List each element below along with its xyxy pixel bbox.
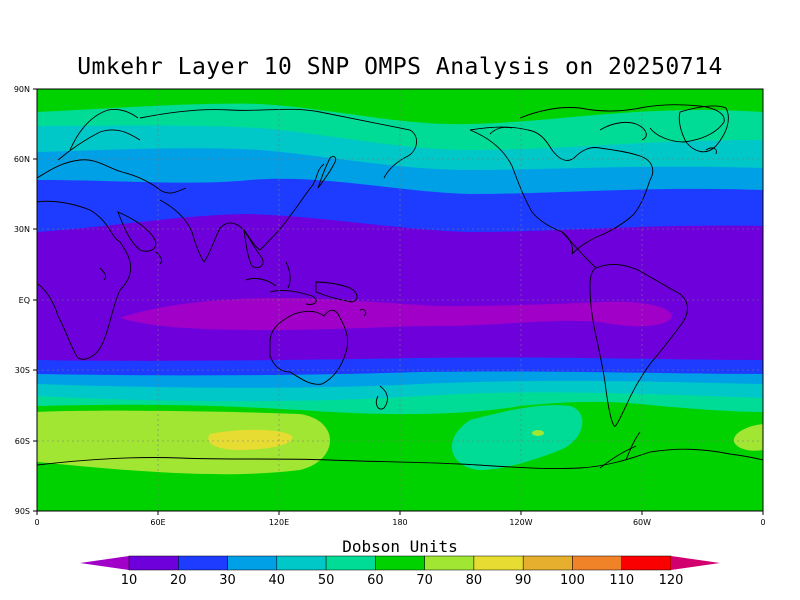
lon-label-120e: 120E [269, 518, 289, 527]
lat-label-30s: 30S [15, 366, 30, 375]
contour-60-south-pacific [451, 405, 583, 470]
colorbar-tick-label: 10 [121, 573, 138, 588]
colorbar-tick-label: 30 [219, 573, 236, 588]
lat-label-eq: EQ [19, 296, 30, 305]
lat-label-60n: 60N [14, 155, 30, 164]
lon-label-0-right: 0 [760, 518, 765, 527]
lon-tick-marks [36, 511, 764, 515]
colorbar-tick-label: 40 [269, 573, 286, 588]
map-title: Umkehr Layer 10 SNP OMPS Analysis on 202… [77, 54, 723, 80]
lon-label-60w: 60W [633, 518, 651, 527]
colorbar-segment [473, 555, 524, 571]
colorbar-segment [375, 555, 425, 571]
colorbar-segment [621, 555, 672, 571]
colorbar-labels: 10 20 30 40 50 60 70 80 90 100 110 120 [121, 573, 684, 588]
colorbar [80, 555, 720, 571]
contour-10-equatorial [120, 298, 672, 330]
colorbar-segment-low [80, 556, 129, 570]
lon-label-0-left: 0 [34, 518, 39, 527]
colorbar-tick-label: 90 [515, 573, 532, 588]
contour-90-yellow [208, 429, 293, 450]
lat-label-90n: 90N [14, 85, 30, 94]
colorbar-tick-label: 110 [609, 573, 634, 588]
colorbar-title: Dobson Units [342, 537, 458, 556]
colorbar-segment [178, 555, 228, 571]
lat-label-90s: 90S [15, 507, 30, 516]
colorbar-segment [276, 555, 327, 571]
colorbar-segment [572, 555, 622, 571]
contour-80-small-blob [532, 430, 544, 436]
colorbar-tick-label: 50 [318, 573, 335, 588]
colorbar-segment [227, 555, 278, 571]
colorbar-tick-label: 120 [659, 573, 684, 588]
colorbar-tick-label: 80 [466, 573, 483, 588]
lat-label-60s: 60S [15, 437, 30, 446]
colorbar-tick-label: 100 [560, 573, 585, 588]
lon-label-120w: 120W [509, 518, 532, 527]
lon-label-180: 180 [392, 518, 407, 527]
colorbar-segment-high [671, 556, 720, 570]
colorbar-segment [424, 555, 475, 571]
lon-label-60e: 60E [150, 518, 165, 527]
coastlines [37, 104, 763, 469]
colorbar-tick-label: 60 [367, 573, 384, 588]
gridlines [37, 89, 763, 511]
colorbar-segment [325, 555, 376, 571]
colorbar-segment [522, 555, 573, 571]
colorbar-tick-label: 70 [416, 573, 433, 588]
lat-label-30n: 30N [14, 225, 30, 234]
map-plot-area [37, 89, 763, 511]
colorbar-tick-label: 20 [170, 573, 187, 588]
lat-tick-marks [33, 88, 37, 512]
contour-80-south-atlantic [733, 424, 763, 451]
colorbar-segment [128, 555, 179, 571]
